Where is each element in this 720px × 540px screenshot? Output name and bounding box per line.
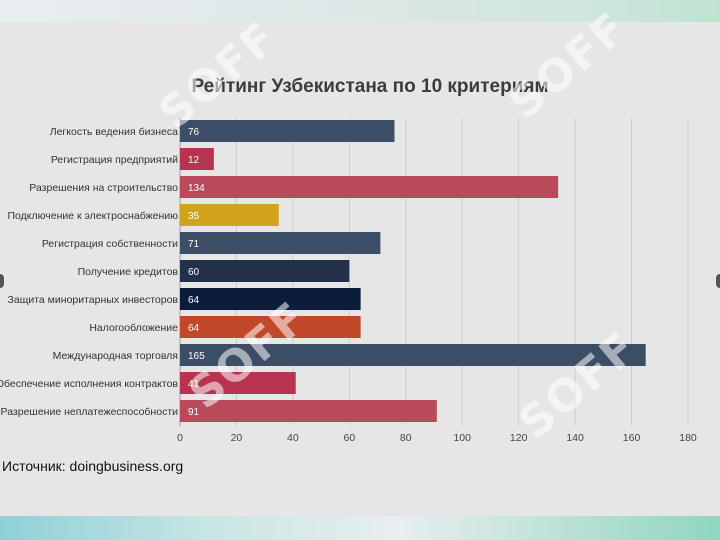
x-tick-label: 20 xyxy=(231,432,243,444)
left-edge-handle xyxy=(0,274,4,288)
bar xyxy=(180,204,279,226)
value-labels: 76 12 134 35 71 60 64 64 165 41 91 xyxy=(188,127,205,418)
bars-group xyxy=(180,120,646,422)
bar xyxy=(180,400,437,422)
x-tick-label: 0 xyxy=(177,432,183,444)
value-label: 64 xyxy=(188,295,200,306)
value-label: 64 xyxy=(188,323,200,334)
category-label: Получение кредитов xyxy=(78,266,179,278)
category-label: Регистрация предприятий xyxy=(51,154,178,166)
category-labels: Легкость ведения бизнеса Регистрация пред… xyxy=(0,126,178,418)
bottom-decor-strip xyxy=(0,516,720,540)
category-label: Налогообложение xyxy=(89,322,178,334)
bar xyxy=(180,120,395,142)
value-label: 76 xyxy=(188,127,200,138)
value-label: 134 xyxy=(188,183,205,194)
value-label: 60 xyxy=(188,267,200,278)
bar xyxy=(180,288,361,310)
top-decor-strip xyxy=(0,0,720,22)
bar xyxy=(180,260,350,282)
x-tick-labels: 0 20 40 60 80 100 120 140 160 180 xyxy=(177,432,697,444)
bar xyxy=(180,232,381,254)
x-tick-label: 160 xyxy=(623,432,641,444)
chart-title: Рейтинг Узбекистана по 10 критериям xyxy=(191,76,548,97)
value-label: 71 xyxy=(188,239,200,250)
bar xyxy=(180,372,296,394)
bar xyxy=(180,176,559,198)
x-tick-label: 140 xyxy=(566,432,584,444)
x-tick-label: 180 xyxy=(679,432,697,444)
right-edge-handle xyxy=(716,274,720,288)
x-tick-label: 60 xyxy=(343,432,355,444)
category-label: Подключение к электроснабжению xyxy=(8,210,179,222)
category-label: Разрешение неплатежеспособности xyxy=(1,406,179,418)
category-label: Регистрация собственности xyxy=(42,238,178,250)
category-label: Защита миноритарных инвесторов xyxy=(8,294,179,306)
value-label: 12 xyxy=(188,155,200,166)
value-label: 35 xyxy=(188,211,200,222)
x-tick-label: 40 xyxy=(287,432,299,444)
value-label: 91 xyxy=(188,407,200,418)
x-tick-label: 120 xyxy=(510,432,528,444)
category-label: Разрешения на строительство xyxy=(29,182,178,194)
value-label: 165 xyxy=(188,351,205,362)
category-label: Международная торговля xyxy=(53,350,178,362)
x-tick-label: 100 xyxy=(453,432,471,444)
bar xyxy=(180,344,646,366)
value-label: 41 xyxy=(188,379,200,390)
bar xyxy=(180,316,361,338)
chart-card xyxy=(0,22,720,516)
category-label: Легкость ведения бизнеса xyxy=(50,126,178,138)
bar xyxy=(180,148,214,170)
source-text: Источник: doingbusiness.org xyxy=(2,458,184,474)
x-tick-label: 80 xyxy=(400,432,412,444)
category-label: Обеспечение исполнения контрактов xyxy=(0,378,178,390)
